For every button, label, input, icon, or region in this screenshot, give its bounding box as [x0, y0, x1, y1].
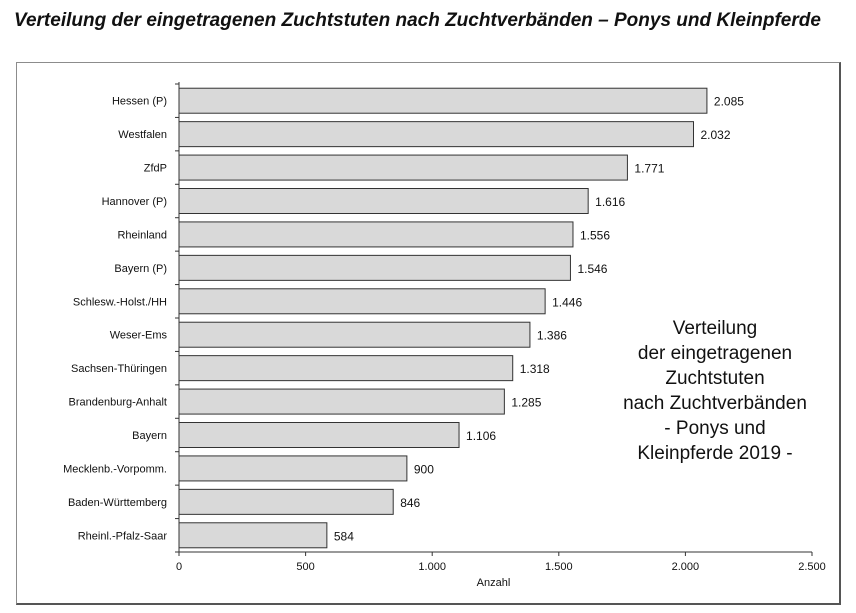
x-tick-label: 2.500 [798, 561, 826, 573]
category-label: Westfalen [118, 129, 167, 141]
category-label: Sachsen-Thüringen [71, 363, 167, 375]
bar [178, 254, 571, 281]
category-label: Mecklenb.-Vorpomm. [63, 463, 167, 475]
x-tick-label: 500 [296, 561, 314, 573]
value-label: 1.446 [552, 295, 582, 309]
value-label: 1.106 [466, 429, 496, 443]
bar [178, 355, 514, 382]
value-label: 1.386 [537, 329, 567, 343]
bar [178, 455, 408, 482]
value-label: 2.032 [701, 128, 731, 142]
bar [178, 321, 531, 348]
value-label: 584 [334, 529, 354, 543]
value-label: 1.318 [520, 362, 550, 376]
value-label: 1.616 [595, 195, 625, 209]
bar [178, 488, 394, 515]
x-axis-title: Anzahl [477, 577, 511, 589]
category-label: ZfdP [144, 163, 167, 175]
category-label: Hannover (P) [102, 196, 167, 208]
category-label: Schlesw.-Holst./HH [73, 296, 167, 308]
value-label: 2.085 [714, 95, 744, 109]
bar [178, 522, 328, 549]
value-label: 846 [400, 496, 420, 510]
x-tick-label: 2.000 [672, 561, 700, 573]
category-label: Hessen (P) [112, 96, 167, 108]
x-tick-label: 0 [176, 561, 182, 573]
bar [178, 154, 628, 181]
bar [178, 422, 460, 448]
value-label: 1.771 [634, 162, 664, 176]
value-label: 1.546 [577, 262, 607, 276]
bar [178, 388, 505, 415]
category-label: Rheinland [117, 229, 167, 241]
bar [178, 87, 708, 114]
category-label: Bayern [132, 430, 167, 442]
chart-annotation: Verteilung der eingetragenen Zuchtstuten… [623, 318, 807, 464]
category-label: Baden-Württemberg [68, 497, 167, 509]
category-label: Weser-Ems [110, 330, 168, 342]
value-label: 1.556 [580, 228, 610, 242]
category-label: Brandenburg-Anhalt [69, 397, 167, 409]
value-label: 900 [414, 462, 434, 476]
bar [178, 288, 546, 315]
bar [178, 221, 574, 248]
bar [178, 121, 695, 148]
x-tick-label: 1.000 [418, 561, 446, 573]
category-label: Rheinl.-Pfalz-Saar [78, 530, 168, 542]
category-label: Bayern (P) [114, 263, 167, 275]
bar [178, 188, 589, 214]
x-tick-label: 1.500 [545, 561, 573, 573]
page-title: Verteilung der eingetragenen Zuchtstuten… [14, 10, 821, 31]
value-label: 1.285 [511, 396, 541, 410]
